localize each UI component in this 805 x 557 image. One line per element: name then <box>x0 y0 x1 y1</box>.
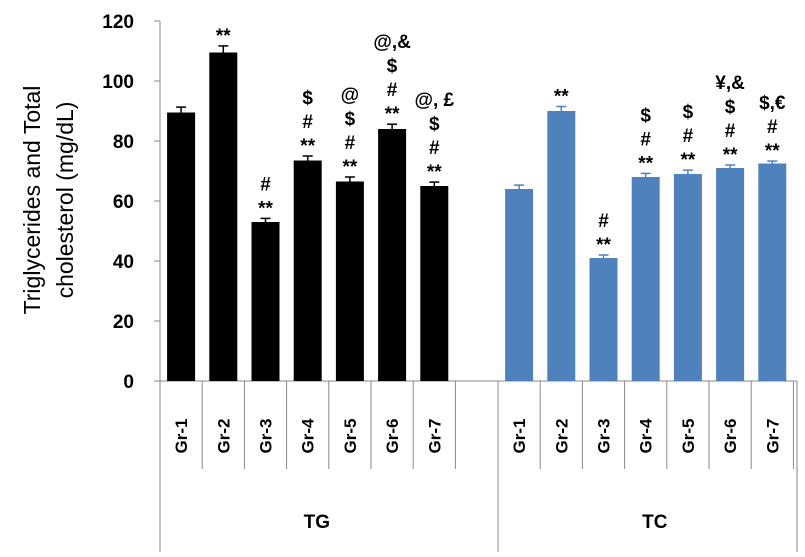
bar-tc-gr-7 <box>758 163 787 381</box>
significance-label: # <box>725 121 736 142</box>
significance-label: # <box>429 138 440 159</box>
significance-label: @, £ <box>414 90 454 111</box>
significance-label: $ <box>429 114 440 135</box>
significance-label: @,& <box>373 32 411 53</box>
bar-tc-gr-4 <box>631 177 660 381</box>
x-axis: Gr-1 Gr-2 Gr-3 Gr-4 Gr-5 Gr-6 Gr-7 TG Gr-1 Gr-2 Gr… <box>159 381 798 552</box>
category-label: Gr-4 <box>299 418 318 454</box>
category-label: Gr-7 <box>425 419 444 454</box>
bar-tg-gr-3 <box>251 222 280 381</box>
y-axis-label: Triglycerides and Total cholesterol (mg/… <box>19 86 78 315</box>
category-label: Gr-7 <box>763 419 782 454</box>
category-label: Gr-1 <box>172 419 191 454</box>
bar-tc-gr-2 <box>547 111 576 381</box>
category-label: Gr-6 <box>721 419 740 454</box>
significance-label: ** <box>554 87 569 108</box>
significance-label: $ <box>345 109 356 130</box>
significance-label: ** <box>385 104 400 125</box>
significance-label: # <box>345 133 356 154</box>
category-label: Gr-5 <box>679 419 698 454</box>
group-label-tc: TC <box>642 512 668 533</box>
significance-label: # <box>598 211 609 232</box>
bar-tg-gr-1 <box>167 112 196 381</box>
bars <box>167 45 787 381</box>
significance-label: ** <box>681 150 696 171</box>
significance-label: $ <box>725 97 736 118</box>
category-label: Gr-5 <box>341 419 360 454</box>
bar-tc-gr-1 <box>505 189 534 381</box>
significance-label: # <box>640 129 651 150</box>
significance-label: $ <box>387 56 398 77</box>
significance-label: ¥,& <box>715 73 745 94</box>
y-tick-label: 100 <box>102 72 134 93</box>
significance-label: ** <box>300 136 315 157</box>
y-axis-label-line-2: cholesterol (mg/dL) <box>52 102 78 299</box>
category-label: Gr-3 <box>257 419 276 454</box>
significance-label: $ <box>302 88 313 109</box>
significance-label: # <box>260 174 271 195</box>
y-tick-label: 60 <box>113 192 134 213</box>
significance-label: $,€ <box>759 93 786 114</box>
significance-label: ** <box>765 141 780 162</box>
category-label: Gr-3 <box>595 419 614 454</box>
significance-label: # <box>302 112 313 133</box>
significance-label: # <box>683 126 694 147</box>
significance-label: ** <box>427 162 442 183</box>
significance-label: $ <box>640 105 651 126</box>
significance-label: # <box>767 117 778 138</box>
y-tick-label: 80 <box>113 132 134 153</box>
significance-label: $ <box>683 102 694 123</box>
bar-tg-gr-4 <box>293 160 322 381</box>
y-tick-label: 40 <box>113 252 134 273</box>
significance-label: @ <box>341 85 360 106</box>
significance-label: # <box>387 80 398 101</box>
category-label: Gr-2 <box>552 419 571 454</box>
bar-tg-gr-7 <box>420 186 449 381</box>
significance-label: ** <box>596 235 611 256</box>
category-label: Gr-2 <box>214 419 233 454</box>
significance-label: ** <box>216 26 231 47</box>
significance-label: ** <box>638 153 653 174</box>
group-label-tg: TG <box>304 512 330 533</box>
y-tick-label: 0 <box>123 372 134 393</box>
y-tick-label: 120 <box>102 12 134 33</box>
bar-tg-gr-5 <box>335 181 364 381</box>
significance-label: ** <box>258 198 273 219</box>
bar-tc-gr-5 <box>673 174 702 381</box>
axes: 0 20 40 60 80 100 120 <box>102 12 797 393</box>
y-tick-label: 20 <box>113 312 134 333</box>
y-axis-label-line-1: Triglycerides and Total <box>19 86 45 315</box>
bar-tg-gr-2 <box>209 52 238 381</box>
bar-tg-gr-6 <box>378 129 407 381</box>
category-label: Gr-1 <box>510 419 529 454</box>
bar-tc-gr-3 <box>589 258 618 381</box>
annotations: ** # ** $ # ** @ $ # ** @,& $ # ** @, £ $ # ** ** # ** $ # ** $ #… <box>216 26 786 256</box>
significance-label: ** <box>723 145 738 166</box>
bar-tc-gr-6 <box>716 168 745 381</box>
category-label: Gr-4 <box>637 418 656 454</box>
category-label: Gr-6 <box>383 419 402 454</box>
significance-label: ** <box>343 157 358 178</box>
